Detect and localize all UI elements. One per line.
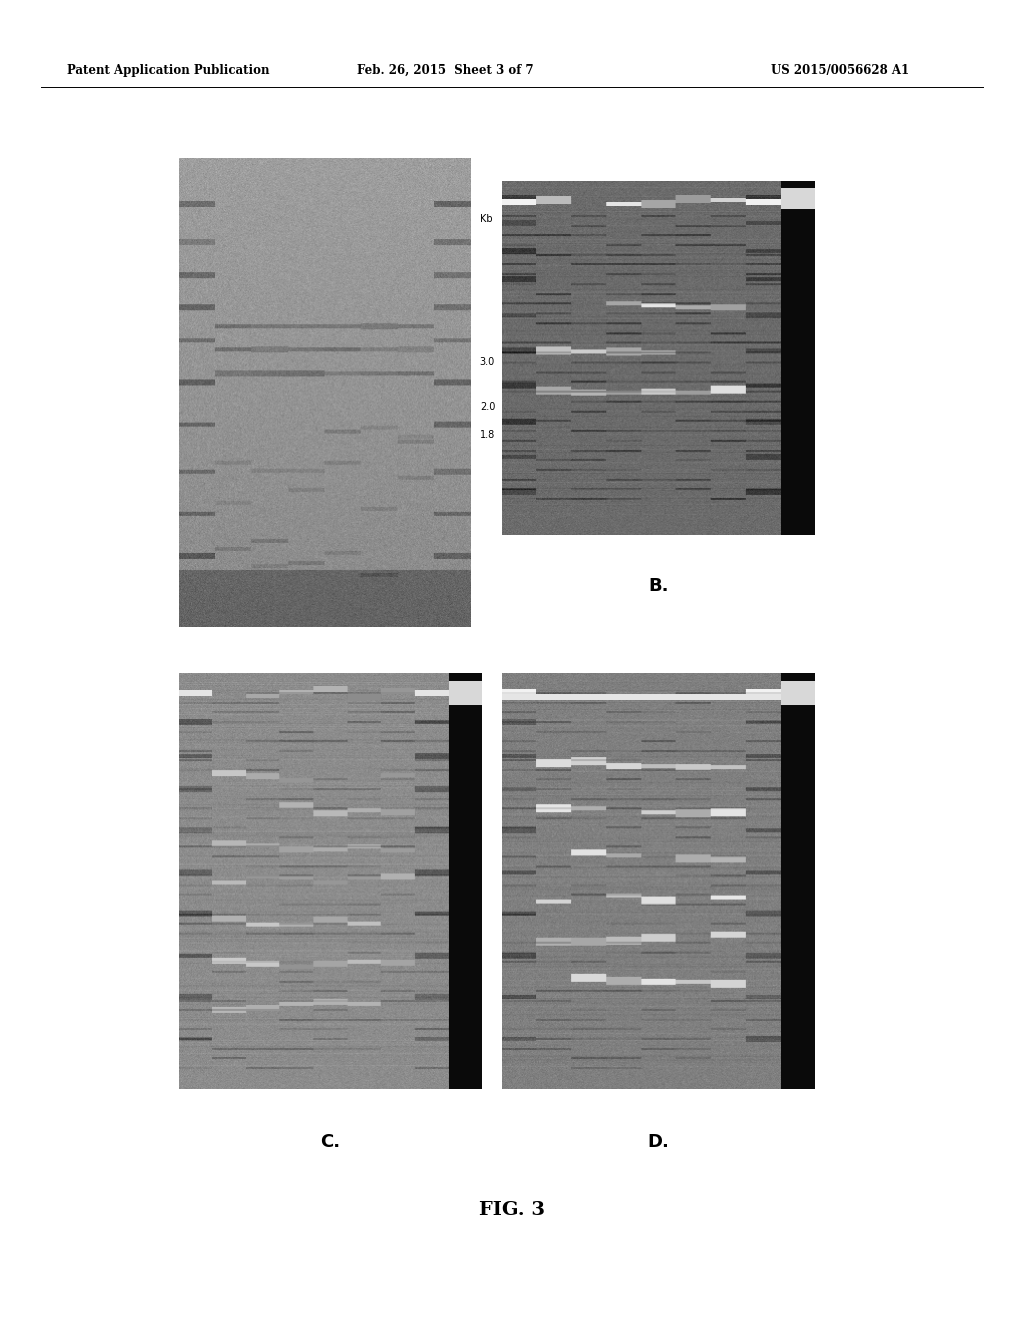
Text: 1: 1 [227,653,234,663]
Text: 25: 25 [490,1026,503,1036]
Text: FIG. 3: FIG. 3 [479,1201,545,1220]
Text: 3: 3 [623,653,630,663]
Text: Kb: Kb [480,214,493,224]
Text: M: M [515,162,524,172]
Text: bp: bp [490,714,503,723]
Text: 5: 5 [377,137,383,147]
Text: 2.0: 2.0 [480,401,496,412]
Text: 25: 25 [823,1026,836,1036]
Text: 50: 50 [823,494,836,504]
Text: 6: 6 [729,653,736,663]
Text: M: M [432,653,441,663]
Text: 3: 3 [303,137,310,147]
Text: 1: 1 [230,137,238,147]
Text: 4: 4 [340,137,347,147]
Text: 550: 550 [823,367,842,378]
Text: 2: 2 [267,137,273,147]
Text: 1: 1 [552,653,558,663]
Text: 125: 125 [823,880,842,890]
Text: 2: 2 [262,653,268,663]
Text: 5: 5 [693,653,700,663]
Text: 5: 5 [693,162,700,172]
Text: 3: 3 [296,653,303,663]
Text: 4: 4 [658,653,665,663]
Text: 3.0: 3.0 [480,358,495,367]
Text: M: M [193,137,203,147]
Text: Feb. 26, 2015  Sheet 3 of 7: Feb. 26, 2015 Sheet 3 of 7 [357,65,534,77]
Text: 2: 2 [587,653,594,663]
Text: C.: C. [319,1133,340,1151]
Text: M: M [447,137,458,147]
Text: B.: B. [648,577,669,595]
Text: M: M [191,653,201,663]
Text: A.: A. [315,677,336,696]
Text: 4: 4 [658,162,665,172]
Text: D.: D. [647,1133,670,1151]
Text: M: M [763,162,773,172]
Text: 6: 6 [413,137,420,147]
Text: 125: 125 [490,880,509,890]
Text: 1.8: 1.8 [480,430,495,440]
Text: M: M [763,653,773,663]
Text: 6: 6 [729,162,736,172]
Text: bp: bp [823,714,836,723]
Text: 1: 1 [552,162,558,172]
Text: 3: 3 [623,162,630,172]
Text: 6: 6 [399,653,406,663]
Text: 5: 5 [365,653,372,663]
Text: 2: 2 [587,162,594,172]
Text: US 2015/0056628 A1: US 2015/0056628 A1 [771,65,908,77]
Text: Patent Application Publication: Patent Application Publication [67,65,269,77]
Text: bp: bp [823,215,836,224]
Text: M: M [515,653,524,663]
Text: 4: 4 [331,653,337,663]
